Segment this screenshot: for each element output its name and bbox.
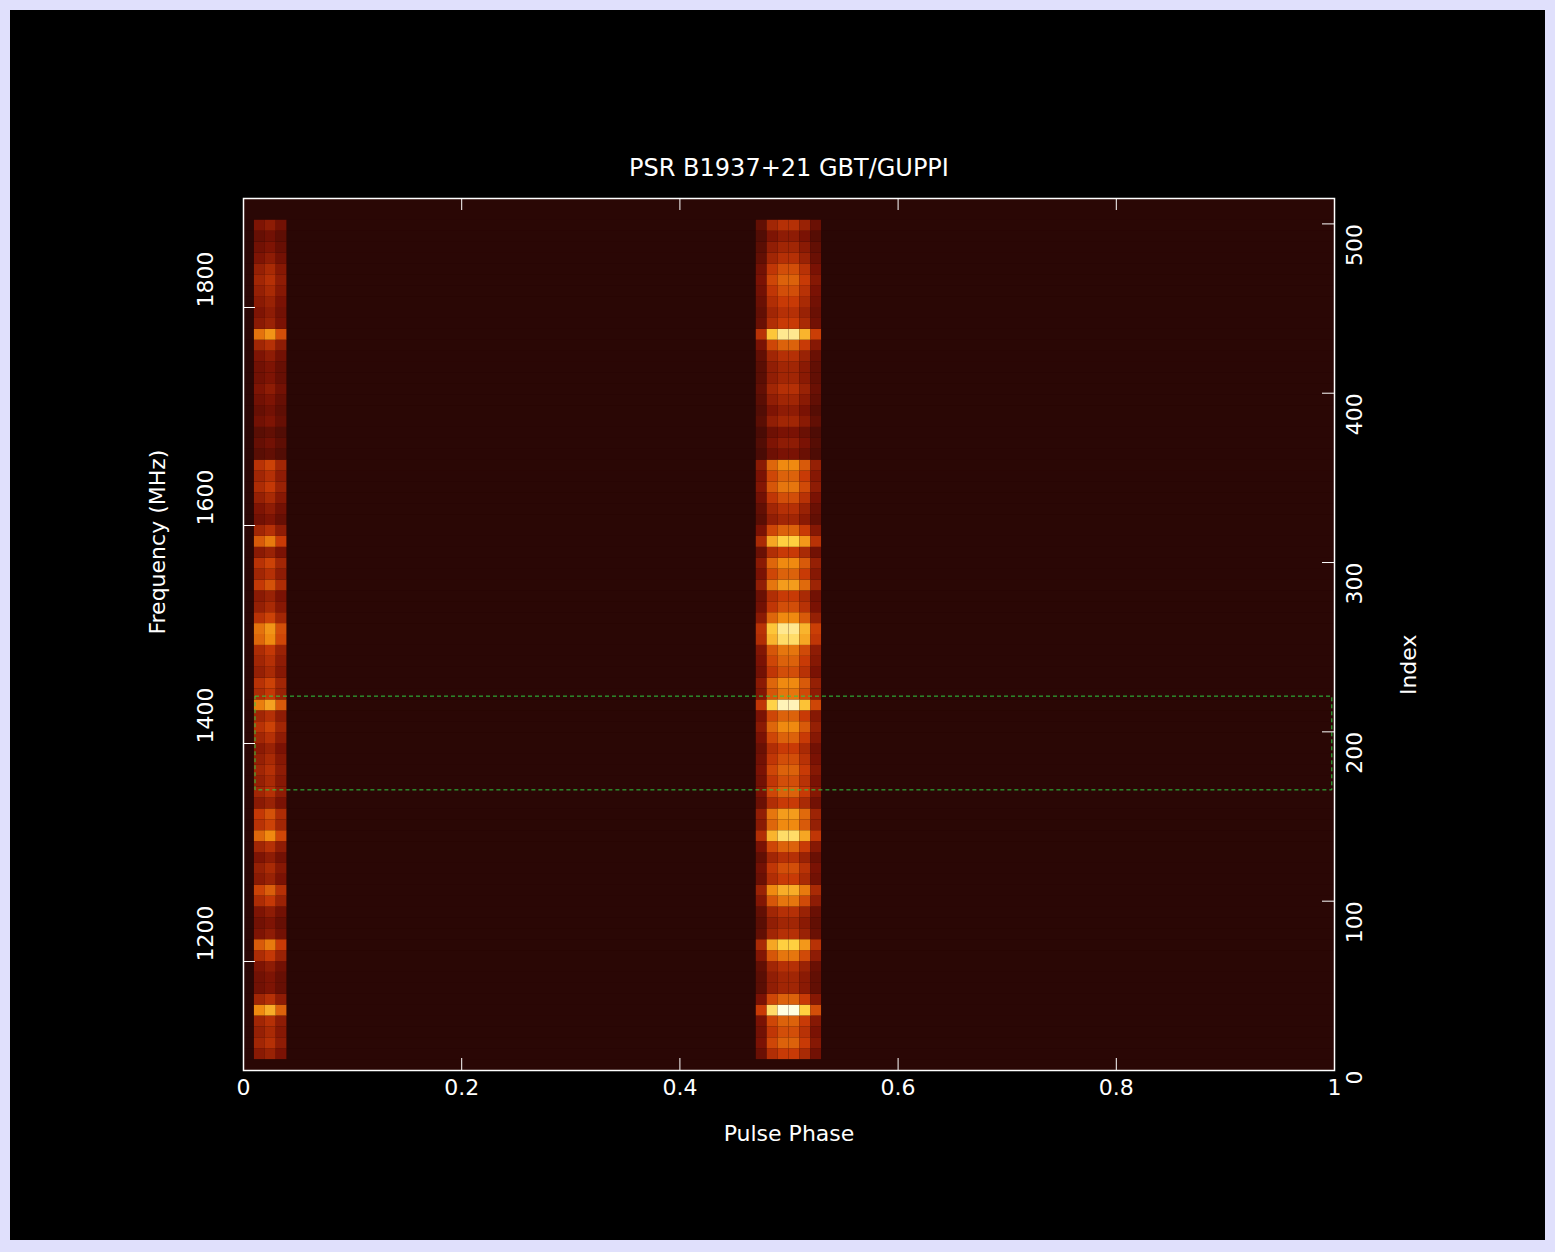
svg-text:Frequency (MHz): Frequency (MHz) bbox=[145, 450, 170, 635]
svg-text:200: 200 bbox=[1342, 732, 1367, 774]
svg-text:1800: 1800 bbox=[193, 252, 218, 308]
svg-text:1600: 1600 bbox=[193, 470, 218, 526]
svg-text:0: 0 bbox=[237, 1075, 251, 1100]
svg-text:0.2: 0.2 bbox=[444, 1075, 479, 1100]
svg-text:0.6: 0.6 bbox=[881, 1075, 916, 1100]
svg-text:Pulse Phase: Pulse Phase bbox=[724, 1121, 855, 1146]
svg-text:400: 400 bbox=[1342, 393, 1367, 435]
svg-text:500: 500 bbox=[1342, 224, 1367, 266]
svg-text:100: 100 bbox=[1342, 901, 1367, 943]
svg-text:0: 0 bbox=[1342, 1071, 1367, 1085]
svg-text:1400: 1400 bbox=[193, 688, 218, 744]
svg-text:1: 1 bbox=[1328, 1075, 1342, 1100]
svg-text:0.8: 0.8 bbox=[1099, 1075, 1134, 1100]
svg-text:Index: Index bbox=[1396, 635, 1421, 696]
svg-text:1200: 1200 bbox=[193, 906, 218, 962]
svg-text:0.4: 0.4 bbox=[662, 1075, 697, 1100]
svg-text:PSR B1937+21 GBT/GUPPI: PSR B1937+21 GBT/GUPPI bbox=[629, 154, 949, 182]
svg-text:300: 300 bbox=[1342, 563, 1367, 605]
